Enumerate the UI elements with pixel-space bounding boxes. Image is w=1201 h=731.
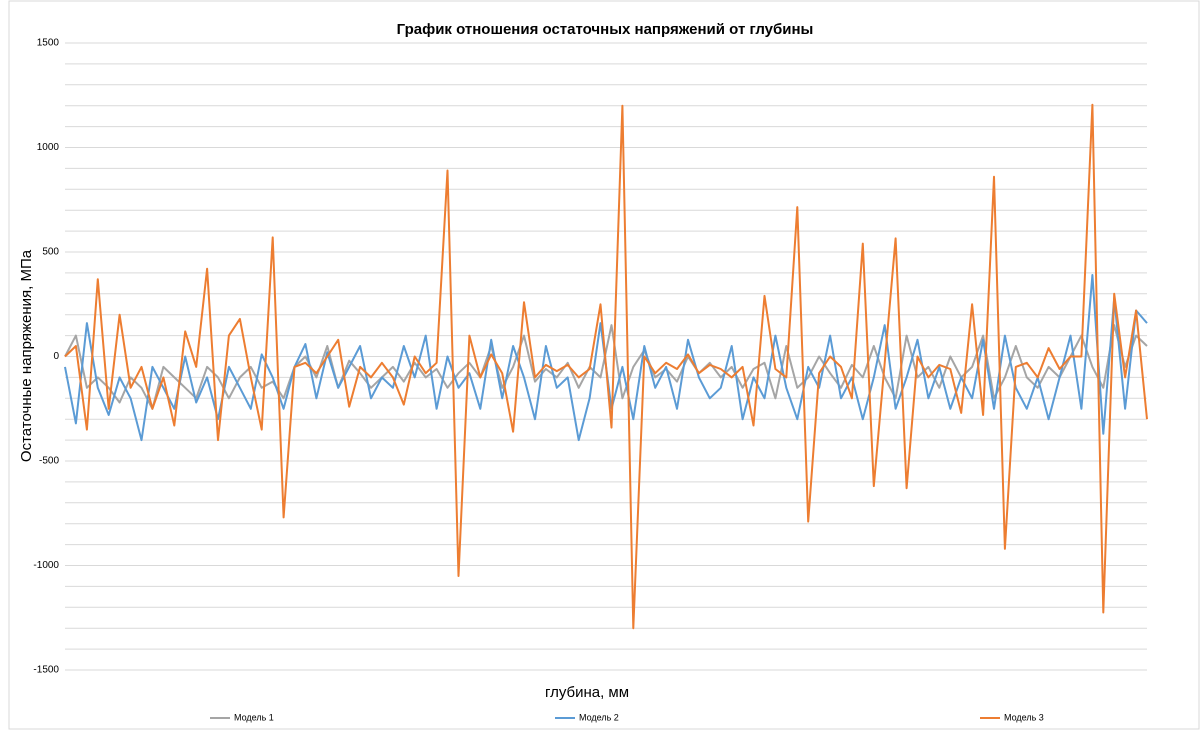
- y-tick-label: 1000: [37, 142, 60, 153]
- chart-title: График отношения остаточных напряжений о…: [397, 21, 814, 38]
- y-tick-label: 0: [53, 351, 59, 362]
- series-line: [64, 103, 1148, 630]
- legend-label: Модель 2: [579, 712, 619, 722]
- legend-label: Модель 1: [234, 712, 274, 722]
- y-tick-label: -500: [39, 456, 59, 467]
- y-tick-label: 500: [42, 247, 59, 258]
- y-axis-label: Остаточные напряжения, МПа: [18, 249, 35, 462]
- y-tick-label: -1000: [33, 560, 59, 571]
- y-tick-label: 1500: [37, 38, 60, 49]
- chart-frame: [8, 0, 1200, 730]
- series-line: [64, 324, 1148, 410]
- legend-label: Модель 3: [1004, 712, 1044, 722]
- x-axis-label: глубина, мм: [545, 684, 629, 701]
- y-tick-label: -1500: [33, 665, 59, 676]
